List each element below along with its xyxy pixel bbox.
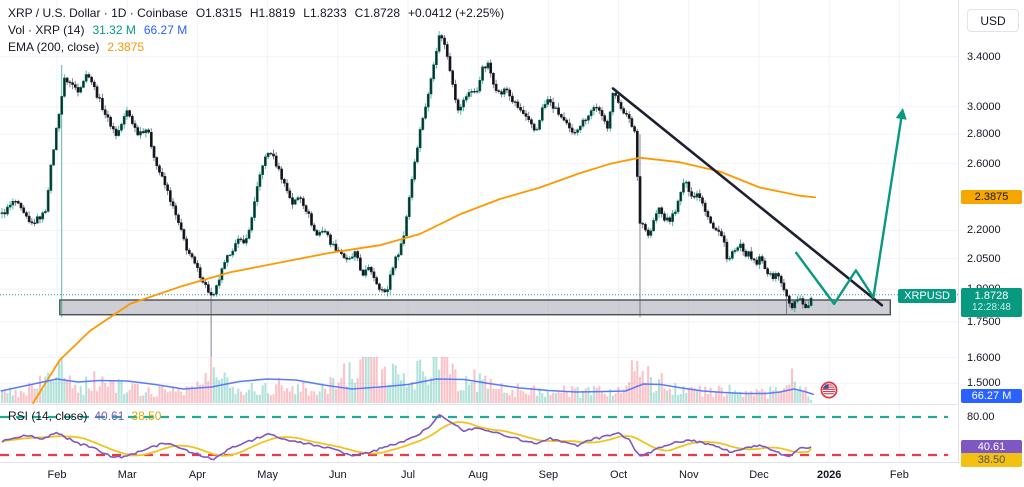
time-tick-aug: Aug [468,469,488,481]
symbol-title: XRP / U.S. Dollar · 1D · Coinbase [8,6,188,20]
rsi-value-badge: 40.61 [961,440,1022,454]
price-tick: 2.2000 [967,224,1001,237]
us-flag-icon [820,381,838,399]
rsi-value: 40.61 [94,409,125,423]
volume-ma-badge: 66.27 M [961,389,1022,403]
time-tick-apr: Apr [188,469,206,481]
rsi-tick: 80.00 [967,411,995,423]
time-tick-may: May [257,469,278,481]
rsi-indicator-label: RSI (14, close) [8,409,88,423]
descending-trendline [611,87,884,307]
ema-200-line [32,156,817,404]
time-axis[interactable]: Feb Mar Apr May Jun Jul Aug Sep Oct Nov Dec 2026 Feb [0,462,1024,487]
time-tick-dec: Dec [749,469,769,481]
price-tick: 2.8000 [967,128,1001,141]
chart-canvas[interactable] [0,0,958,462]
rsi-legend: RSI (14, close) 40.61 38.50 [8,409,168,423]
price-tick: 2.6000 [967,157,1001,170]
price-tick: 1.5000 [967,377,1001,390]
pane-separator [0,404,1024,405]
currency-toggle-button[interactable]: USD [967,9,1019,32]
volume-series [0,357,813,403]
price-tick: 2.0500 [967,252,1001,265]
candlestick-series [0,35,813,309]
rsi-ma-value-badge: 38.50 [961,453,1022,467]
time-tick-2026: 2026 [816,469,842,481]
volume-value: 31.32 M [92,23,136,37]
current-price-badge: 1.8728 12:28:48 [961,288,1022,317]
time-tick-jul: Jul [400,469,416,481]
ema-price-badge: 2.3875 [961,190,1022,204]
ohlc-open: O1.8315 [195,6,242,20]
volume-ma-line [0,378,815,396]
ohlc-low: L1.8233 [303,6,347,20]
price-tick: 3.4000 [967,50,1001,63]
time-tick-oct: Oct [610,469,628,481]
rsi-ma-line [1,421,812,457]
price-tick: 1.7500 [967,315,1001,328]
time-tick-nov: Nov [679,469,699,481]
ema-indicator-label: EMA (200, close) [8,40,100,54]
rsi-line [1,414,812,461]
gridlines [0,0,958,462]
volume-ma-value: 66.27 M [143,23,188,37]
symbol-legend-row: XRP / U.S. Dollar · 1D · Coinbase O1.8315… [8,5,512,22]
current-price-value: 1.8728 [974,290,1009,302]
ema-legend-row: EMA (200, close) 2.3875 [8,39,512,56]
time-tick-mar: Mar [117,469,137,481]
ohlc-close: C1.8728 [354,6,401,20]
volume-legend-row: Vol · XRP (14) 31.32 M 66.27 M [8,22,512,39]
projection-arrow [795,108,907,306]
ohlc-high: H1.8819 [249,6,296,20]
price-axis[interactable]: 2.3875 1.8728 12:28:48 66.27 M 40.61 38.… [958,0,1024,467]
bar-countdown: 12:28:48 [972,302,1011,313]
support-zone [59,299,891,316]
time-tick-feb: Feb [47,469,67,481]
symbol-price-line-label: XRPUSD [898,289,956,303]
time-tick-feb: Feb [889,469,909,481]
time-tick-jun: Jun [328,469,347,481]
ohlc-change: +0.0412 (+2.25%) [408,6,505,20]
chart-legend: XRP / U.S. Dollar · 1D · Coinbase O1.8315… [8,5,512,56]
price-tick: 1.6000 [967,351,1001,364]
time-tick-sep: Sep [538,469,559,481]
price-tick: 3.0000 [967,100,1001,113]
rsi-ma-value: 38.50 [131,409,162,423]
volume-indicator-label: Vol · XRP (14) [8,23,85,37]
ema-value: 2.3875 [107,40,145,54]
